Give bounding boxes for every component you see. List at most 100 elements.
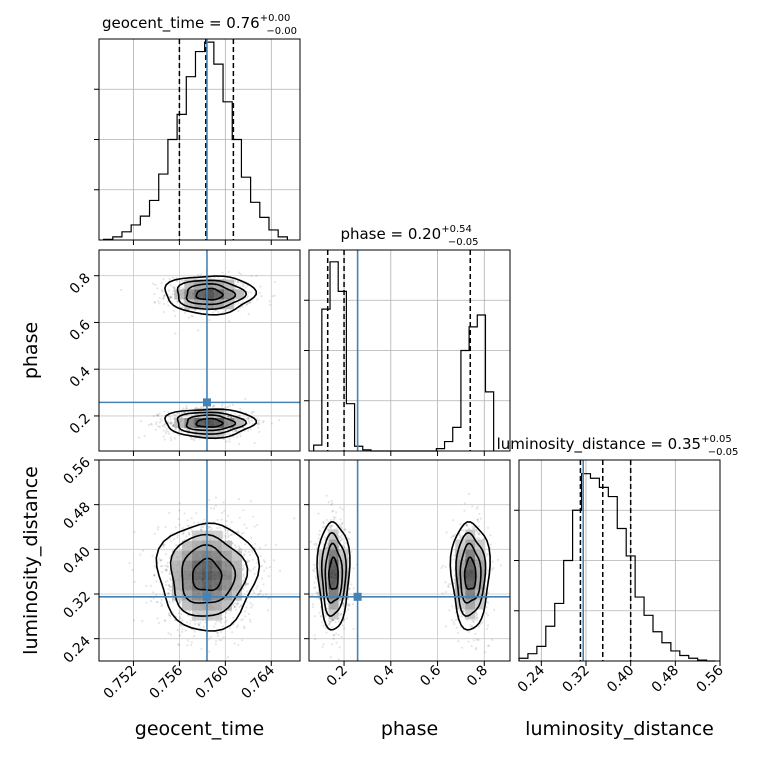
scatter-point: [347, 604, 350, 607]
scatter-point: [165, 569, 168, 572]
scatter-point: [185, 407, 188, 410]
scatter-point: [491, 560, 494, 563]
scatter-point: [332, 509, 335, 512]
scatter-point: [457, 639, 460, 643]
scatter-point: [178, 600, 181, 603]
truth-marker: [202, 592, 211, 601]
scatter-point: [247, 417, 250, 420]
scatter-point: [163, 438, 166, 441]
scatter-point: [217, 310, 220, 313]
scatter-point: [459, 536, 462, 539]
scatter-point: [138, 436, 141, 439]
scatter-point: [231, 533, 234, 536]
scatter-point: [486, 591, 490, 594]
scatter-point: [143, 434, 146, 437]
scatter-point: [477, 532, 480, 535]
density-cell: [221, 550, 232, 561]
scatter-point: [227, 415, 230, 419]
scatter-point: [182, 287, 185, 290]
scatter-point: [246, 295, 249, 298]
density-cell: [211, 600, 222, 611]
scatter-point: [186, 644, 189, 647]
scatter-point: [128, 562, 131, 565]
scatter-point: [155, 601, 159, 604]
scatter-point: [193, 521, 196, 524]
scatter-point: [463, 509, 466, 512]
scatter-point: [224, 536, 227, 539]
scatter-point: [145, 601, 148, 604]
scatter-point: [226, 405, 229, 409]
scatter-point: [190, 528, 193, 531]
scatter-point: [339, 531, 342, 534]
histogram-luminosity_distance: luminosity_distance = 0.35+0.05 −0.05: [497, 434, 739, 662]
scatter-point: [178, 434, 181, 437]
scatter-point: [158, 302, 161, 305]
y-axis-label: phase: [20, 322, 42, 379]
scatter-point: [238, 414, 241, 417]
histogram-title: luminosity_distance = 0.35+0.05 −0.05: [497, 434, 739, 458]
scatter-point: [167, 583, 170, 587]
truth-marker: [202, 398, 211, 407]
scatter-point: [314, 542, 318, 545]
scatter-point: [227, 514, 230, 517]
scatter-point: [452, 620, 455, 624]
scatter-point: [341, 521, 344, 525]
scatter-point: [149, 599, 153, 603]
scatter-point: [453, 554, 456, 557]
scatter-point: [487, 645, 490, 648]
scatter-point: [141, 549, 145, 552]
scatter-point: [149, 584, 152, 587]
scatter-point: [496, 558, 499, 561]
scatter-point: [340, 539, 343, 542]
scatter-point: [164, 526, 167, 529]
scatter-point: [343, 528, 346, 531]
scatter-point: [209, 525, 212, 529]
scatter-point: [342, 604, 345, 607]
scatter-point: [478, 533, 481, 536]
scatter-point: [262, 419, 265, 423]
scatter-point: [461, 646, 464, 649]
scatter-point: [238, 271, 241, 274]
scatter-point: [490, 638, 494, 641]
scatter-point: [247, 301, 250, 304]
scatter-point: [256, 419, 260, 423]
scatter-point: [133, 580, 136, 584]
scatter-point: [465, 523, 468, 527]
scatter-point: [340, 526, 343, 529]
panel-frame: [518, 459, 721, 662]
scatter-point: [161, 603, 164, 606]
scatter-point: [345, 617, 348, 620]
scatter-point: [216, 634, 220, 638]
scatter-point: [444, 591, 448, 594]
scatter-point: [233, 605, 236, 608]
scatter-point: [181, 619, 184, 622]
density-cell: [231, 560, 242, 571]
scatter-point: [169, 418, 172, 421]
scatter-panel-geocent_time-vs-luminosity_distance: [98, 459, 301, 662]
scatter-point: [162, 297, 165, 300]
scatter-point: [244, 397, 247, 401]
scatter-point: [479, 622, 482, 625]
scatter-point: [163, 543, 166, 546]
density-cell: [221, 570, 232, 581]
scatter-point: [309, 540, 312, 543]
scatter-point: [153, 573, 156, 576]
density-cell: [181, 560, 192, 571]
scatter-point: [184, 629, 188, 632]
scatter-point: [235, 429, 238, 432]
scatter-point: [260, 564, 264, 568]
scatter-point: [149, 422, 153, 426]
scatter-point: [470, 644, 473, 648]
scatter-point: [267, 597, 270, 600]
scatter-point: [164, 552, 168, 556]
scatter-point: [255, 523, 259, 527]
x-tick-label: 0.56: [693, 662, 726, 695]
scatter-point: [226, 414, 230, 418]
scatter-point: [223, 509, 226, 512]
x-tick-label: 0.760: [193, 663, 233, 703]
scatter-point: [188, 533, 191, 536]
scatter-point: [212, 404, 215, 407]
scatter-point: [484, 651, 487, 654]
scatter-point: [478, 532, 481, 535]
